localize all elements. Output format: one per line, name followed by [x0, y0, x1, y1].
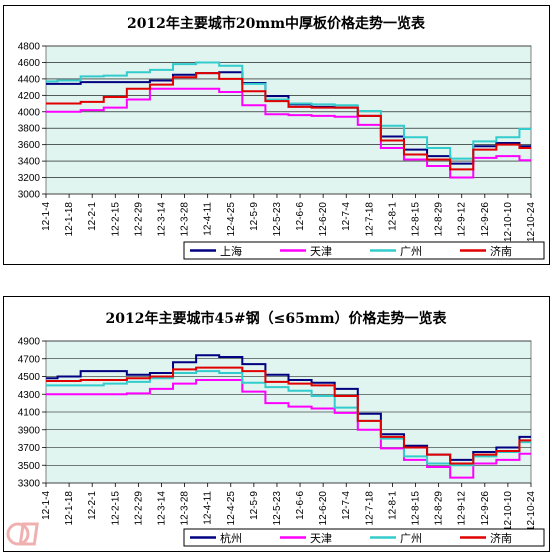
- y-tick-label: 3500: [18, 461, 41, 472]
- y-tick-label: 4300: [18, 390, 41, 401]
- x-tick-label: 12-5-23: [272, 202, 283, 237]
- y-tick-label: 4400: [18, 74, 41, 85]
- y-tick-label: 4100: [18, 408, 41, 419]
- series-line-3: [46, 366, 531, 465]
- x-tick-label: 12-7-18: [364, 491, 375, 526]
- x-tick-label: 12-9-12: [457, 202, 468, 237]
- legend-box: [183, 241, 545, 260]
- legend-label-1: 天津: [310, 245, 332, 258]
- y-tick-label: 4500: [18, 372, 41, 383]
- x-tick-label: 12-8-1: [387, 491, 398, 520]
- x-tick-label: 12-8-1: [387, 202, 398, 231]
- x-tick-label: 12-1-18: [64, 202, 75, 237]
- x-tick-label: 12-9-12: [457, 491, 468, 526]
- x-tick-label: 12-4-25: [226, 491, 237, 526]
- legend-label-1: 天津: [310, 532, 332, 545]
- x-tick-label: 12-10-24: [526, 202, 537, 242]
- y-tick-label: 3400: [18, 157, 41, 168]
- x-tick-label: 12-2-1: [87, 491, 98, 520]
- legend-label-0: 杭州: [220, 531, 242, 545]
- y-tick-label: 3900: [18, 425, 41, 436]
- y-tick-label: 3800: [18, 124, 41, 135]
- x-tick-label: 12-6-6: [295, 202, 306, 231]
- x-tick-label: 12-8-15: [411, 491, 422, 526]
- x-tick-label: 12-4-11: [203, 491, 214, 525]
- legend-label-0: 上海: [220, 244, 242, 258]
- x-tick-label: 12-9-26: [480, 202, 491, 237]
- chart-panel-steel45: 2012年主要城市45#钢（≤65mm）价格走势一览表 3300 3500 3700 3…: [3, 296, 550, 552]
- chart-panel-plate: 2012年主要城市20mm中厚板价格走势一览表 3000 3200 3400 3600 3…: [3, 5, 550, 265]
- x-tick-label: 12-3-28: [180, 491, 191, 526]
- y-tick-label: 4000: [18, 107, 41, 118]
- x-tick-label: 12-1-4: [41, 202, 52, 231]
- legend-label-2: 广州: [400, 245, 422, 258]
- x-tick-label: 12-5-9: [249, 491, 260, 520]
- y-tick-label: 3700: [18, 443, 41, 454]
- x-tick-label: 12-4-11: [203, 202, 214, 236]
- series-line-3: [46, 72, 531, 171]
- x-tick-label: 12-2-15: [110, 202, 121, 237]
- y-tick-label: 3000: [18, 190, 41, 201]
- x-tick-label: 12-2-15: [110, 491, 121, 526]
- x-tick-label: 12-10-10: [503, 202, 514, 242]
- x-tick-label: 12-1-4: [41, 491, 52, 520]
- watermark-logo: [6, 522, 39, 546]
- y-tick-label: 4900: [18, 337, 41, 348]
- y-tick-label: 3300: [18, 479, 41, 490]
- y-tick-label: 4600: [18, 58, 41, 69]
- series-line-1: [46, 379, 531, 479]
- chart-steel45-svg: 2012年主要城市45#钢（≤65mm）价格走势一览表 3300 3500 3700 3…: [18, 310, 545, 547]
- legend-label-3: 济南: [490, 531, 512, 545]
- x-tick-label: 12-2-29: [133, 491, 144, 526]
- x-tick-label: 12-5-23: [272, 491, 283, 526]
- chart-title: 2012年主要城市20mm中厚板价格走势一览表: [127, 15, 426, 32]
- x-tick-label: 12-2-29: [133, 202, 144, 237]
- x-tick-label: 12-5-9: [249, 202, 260, 231]
- x-tick-label: 12-8-29: [434, 491, 445, 526]
- x-tick-label: 12-6-20: [318, 491, 329, 526]
- x-tick-label: 12-4-25: [226, 202, 237, 237]
- series-line-1: [46, 87, 531, 179]
- x-tick-label: 12-9-26: [480, 491, 491, 526]
- y-tick-label: 3200: [18, 173, 41, 184]
- x-tick-label: 12-6-6: [295, 491, 306, 520]
- y-tick-label: 4700: [18, 354, 41, 365]
- legend-label-2: 广州: [400, 532, 422, 545]
- y-tick-label: 4200: [18, 91, 41, 102]
- x-tick-label: 12-6-20: [318, 202, 329, 237]
- plot-area: [45, 45, 532, 195]
- legend-label-3: 济南: [490, 244, 512, 258]
- chart-title: 2012年主要城市45#钢（≤65mm）价格走势一览表: [105, 310, 447, 327]
- x-tick-label: 12-7-18: [364, 202, 375, 237]
- x-tick-label: 12-10-24: [526, 491, 537, 531]
- chart-plate-svg: 2012年主要城市20mm中厚板价格走势一览表 3000 3200 3400 3600 3…: [18, 15, 545, 260]
- x-tick-label: 12-10-10: [503, 491, 514, 531]
- x-tick-label: 12-8-15: [411, 202, 422, 237]
- x-tick-label: 12-2-1: [87, 202, 98, 231]
- y-tick-label: 3600: [18, 140, 41, 151]
- series-line-2: [46, 370, 531, 467]
- x-tick-label: 12-8-29: [434, 202, 445, 237]
- x-tick-label: 12-3-14: [156, 202, 167, 237]
- x-tick-label: 12-3-28: [180, 202, 191, 237]
- x-tick-label: 12-1-18: [64, 491, 75, 526]
- legend-box: [183, 528, 545, 547]
- x-tick-label: 12-3-14: [156, 491, 167, 526]
- x-tick-label: 12-7-4: [341, 202, 352, 231]
- x-tick-label: 12-7-4: [341, 491, 352, 520]
- y-tick-label: 4800: [18, 42, 41, 53]
